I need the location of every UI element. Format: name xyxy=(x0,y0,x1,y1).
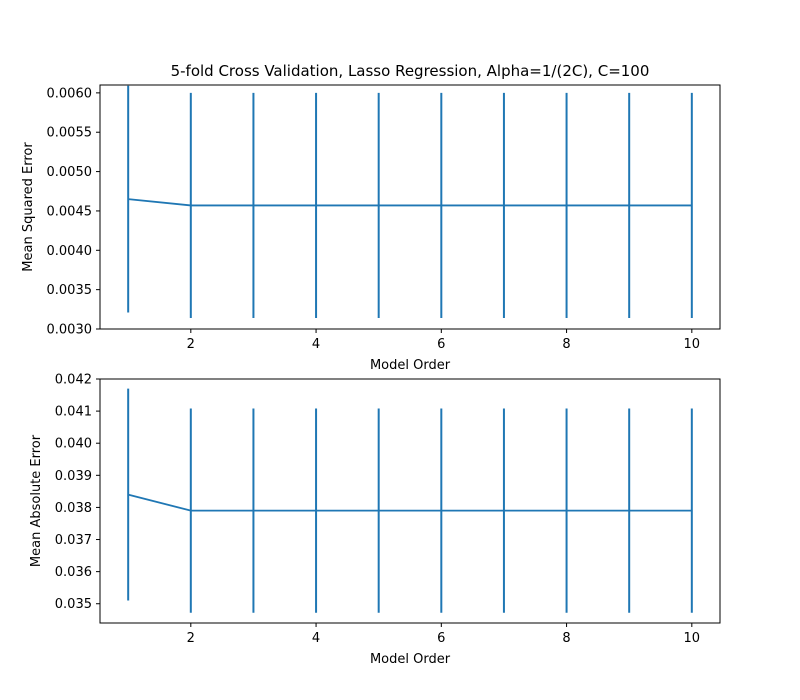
mse-series-line xyxy=(128,198,692,207)
mae-y-tick-label: 0.038 xyxy=(55,501,92,516)
mse-x-tick-label: 4 xyxy=(312,337,320,352)
figure-title: 5-fold Cross Validation, Lasso Regressio… xyxy=(171,62,650,80)
mae-y-tick-label: 0.040 xyxy=(55,437,92,452)
mae-x-axis-label: Model Order xyxy=(370,652,451,667)
mae-series-line xyxy=(127,493,692,512)
mse-y-tick-label: 0.0040 xyxy=(47,244,93,259)
mae-y-tick-label: 0.039 xyxy=(55,469,92,484)
mae-x-tick-label: 10 xyxy=(684,631,701,646)
mse-y-tick-label: 0.0050 xyxy=(47,165,93,180)
mae-y-tick-label: 0.041 xyxy=(55,405,92,420)
mse-y-tick-label: 0.0030 xyxy=(47,323,93,338)
mse-x-axis-label: Model Order xyxy=(370,358,451,373)
mae-y-axis-label: Mean Absolute Error xyxy=(29,434,44,567)
mae-y-tick-label: 0.037 xyxy=(55,533,92,548)
mae-x-tick-label: 6 xyxy=(437,631,445,646)
mae-x-tick-label: 8 xyxy=(562,631,570,646)
mse-y-tick-label: 0.0060 xyxy=(47,86,93,101)
mse-x-tick-label: 6 xyxy=(437,337,445,352)
mse-subplot: 2 4 6 8 10 0.0030 0.0035 0.0040 0.0045 0.0050 0.00… xyxy=(21,84,721,373)
mse-y-axis-label: Mean Squared Error xyxy=(21,142,36,272)
mse-y-tick-label: 0.0035 xyxy=(47,283,93,298)
mse-y-tick-label: 0.0055 xyxy=(47,126,93,141)
mse-x-tick-label: 10 xyxy=(684,337,701,352)
mae-axes-frame xyxy=(99,378,721,624)
mae-x-tick-label: 2 xyxy=(187,631,195,646)
mae-y-tick-label: 0.036 xyxy=(55,565,92,580)
mae-y-tick-label: 0.035 xyxy=(55,597,92,612)
mse-axes-frame xyxy=(99,84,721,330)
mae-subplot: 2 4 6 8 10 0.035 0.036 0.037 0.038 0.039 0.040 0.04… xyxy=(29,373,721,667)
mae-y-tick-label: 0.042 xyxy=(55,373,92,388)
mse-x-tick-label: 8 xyxy=(562,337,570,352)
mse-y-tick-label: 0.0045 xyxy=(47,204,93,219)
mae-x-tick-label: 4 xyxy=(312,631,320,646)
mse-x-tick-label: 2 xyxy=(187,337,195,352)
